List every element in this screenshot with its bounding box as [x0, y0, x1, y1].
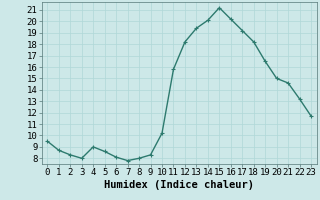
X-axis label: Humidex (Indice chaleur): Humidex (Indice chaleur): [104, 180, 254, 190]
